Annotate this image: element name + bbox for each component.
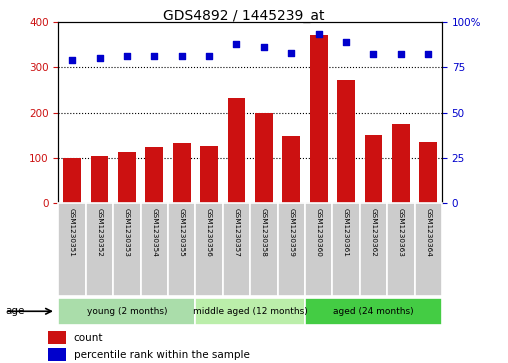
Bar <box>360 203 387 296</box>
Text: GSM1230360: GSM1230360 <box>315 208 322 257</box>
Bar <box>223 203 250 296</box>
Text: GSM1230361: GSM1230361 <box>343 208 349 257</box>
Bar <box>113 203 141 296</box>
Bar <box>63 158 81 203</box>
Text: percentile rank within the sample: percentile rank within the sample <box>74 350 250 360</box>
Bar <box>141 203 168 296</box>
Bar <box>145 147 163 203</box>
Bar <box>305 298 442 325</box>
Text: GSM1230354: GSM1230354 <box>151 208 157 257</box>
Text: GSM1230353: GSM1230353 <box>124 208 130 257</box>
Text: GSM1230364: GSM1230364 <box>425 208 431 257</box>
Point <box>150 53 158 59</box>
Bar <box>310 36 328 203</box>
Bar <box>365 135 383 203</box>
Bar <box>277 203 305 296</box>
Bar <box>305 203 332 296</box>
Bar <box>332 203 360 296</box>
Bar <box>255 113 273 203</box>
Point <box>233 41 241 46</box>
Text: GSM1230355: GSM1230355 <box>179 208 185 257</box>
Bar <box>90 156 108 203</box>
Point <box>342 39 350 45</box>
Point <box>123 53 131 59</box>
Bar <box>415 203 442 296</box>
Bar <box>118 152 136 203</box>
Text: GDS4892 / 1445239_at: GDS4892 / 1445239_at <box>163 9 325 23</box>
Bar <box>250 203 277 296</box>
Bar <box>196 203 223 296</box>
Bar <box>173 143 190 203</box>
Point <box>369 52 377 57</box>
Bar <box>196 298 305 325</box>
Point <box>205 53 213 59</box>
Text: young (2 months): young (2 months) <box>87 307 167 316</box>
Bar <box>200 146 218 203</box>
Text: GSM1230351: GSM1230351 <box>69 208 75 257</box>
Bar <box>282 136 300 203</box>
Bar <box>86 203 113 296</box>
Text: GSM1230358: GSM1230358 <box>261 208 267 257</box>
Text: GSM1230357: GSM1230357 <box>234 208 239 257</box>
Text: GSM1230359: GSM1230359 <box>288 208 294 257</box>
Point <box>96 55 104 61</box>
Point <box>397 52 405 57</box>
Text: GSM1230356: GSM1230356 <box>206 208 212 257</box>
Text: aged (24 months): aged (24 months) <box>333 307 414 316</box>
Bar <box>420 142 437 203</box>
Point <box>424 52 432 57</box>
Bar <box>387 203 415 296</box>
Bar <box>168 203 196 296</box>
Point <box>260 44 268 50</box>
Text: middle aged (12 months): middle aged (12 months) <box>193 307 307 316</box>
Bar <box>48 348 66 361</box>
Text: GSM1230363: GSM1230363 <box>398 208 404 257</box>
Bar <box>337 80 355 203</box>
Text: GSM1230352: GSM1230352 <box>97 208 103 257</box>
Point <box>314 32 323 37</box>
Text: age: age <box>5 306 24 316</box>
Text: count: count <box>74 333 103 343</box>
Bar <box>48 331 66 344</box>
Bar <box>58 298 196 325</box>
Bar <box>228 98 245 203</box>
Point <box>68 57 76 63</box>
Point <box>287 50 295 56</box>
Bar <box>58 203 86 296</box>
Bar <box>392 124 410 203</box>
Point <box>178 53 186 59</box>
Text: GSM1230362: GSM1230362 <box>370 208 376 257</box>
